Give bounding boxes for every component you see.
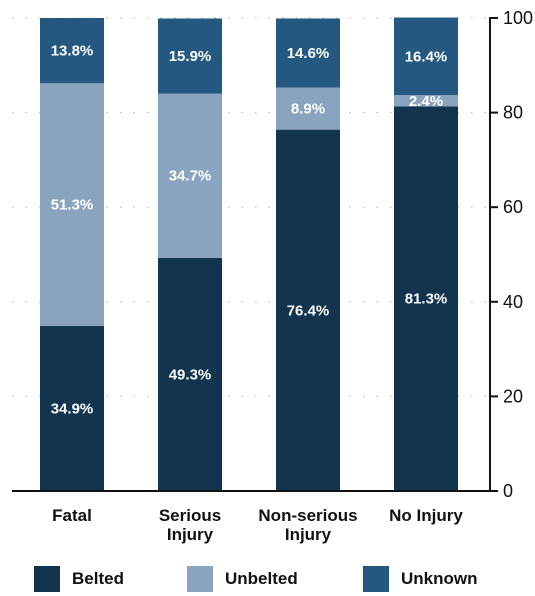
x-category-label-line: Serious [159,506,221,525]
legend-swatch-unbelted [187,566,213,592]
y-tick-label: 100 [503,8,533,28]
x-category-label-line: Fatal [52,506,92,525]
legend: Belted Unbelted Unknown [0,566,535,596]
y-tick-label: 0 [503,481,513,501]
legend-item-unbelted: Unbelted [187,566,298,592]
y-tick-label: 80 [503,103,523,123]
bar-unbelted-non-serious-injury [276,87,340,130]
legend-label-unknown: Unknown [401,569,478,588]
legend-item-unknown: Unknown [363,566,478,592]
bar-unbelted-serious-injury [158,93,222,258]
x-category-label-line: Injury [285,525,332,544]
data-label: 81.3% [405,291,448,308]
x-category-label: Fatal [52,506,92,525]
bar-unbelted-fatal [40,83,104,326]
data-label: 34.7% [169,168,212,185]
bar-belted-serious-injury [158,257,222,491]
y-tick-label: 20 [503,386,523,406]
x-category-label: Serious Injury [159,506,221,544]
legend-swatch-belted [34,566,60,592]
y-tick-label: 60 [503,197,523,217]
x-category-label: Non-serious Injury [258,506,357,544]
data-label: 51.3% [51,197,94,214]
data-label: 15.9% [169,48,212,65]
legend-swatch-unknown [363,566,389,592]
bar-unknown-non-serious-injury [276,18,340,88]
bar-belted-no-injury [394,106,458,492]
legend-item-belted: Belted [34,566,124,592]
stacked-bar-chart: 0 20 40 60 80 100 34.9% 51.3% 13.8% Fatal 49.3% 34.… [12,8,533,544]
bar-belted-fatal [40,325,104,491]
y-tick-label: 40 [503,292,523,312]
bar-belted-non-serious-injury [276,129,340,492]
data-label: 16.4% [405,48,448,65]
legend-label-unbelted: Unbelted [225,569,298,588]
data-label: 13.8% [51,43,94,60]
x-category-label-line: Non-serious [258,506,357,525]
x-category-label-line: No Injury [389,506,463,525]
bar-unknown-serious-injury [158,18,222,94]
data-label: 14.6% [287,45,330,62]
data-label: 34.9% [51,400,94,417]
legend-label-belted: Belted [72,569,124,588]
bar-unknown-fatal [40,18,104,84]
bar-unknown-no-injury [394,17,458,96]
x-category-label-line: Injury [167,525,214,544]
data-label: 76.4% [287,302,330,319]
bar-unbelted-no-injury [394,95,458,107]
data-label: 2.4% [409,93,443,110]
data-label: 49.3% [169,366,212,383]
data-label: 8.9% [291,101,325,118]
x-category-label: No Injury [389,506,463,525]
